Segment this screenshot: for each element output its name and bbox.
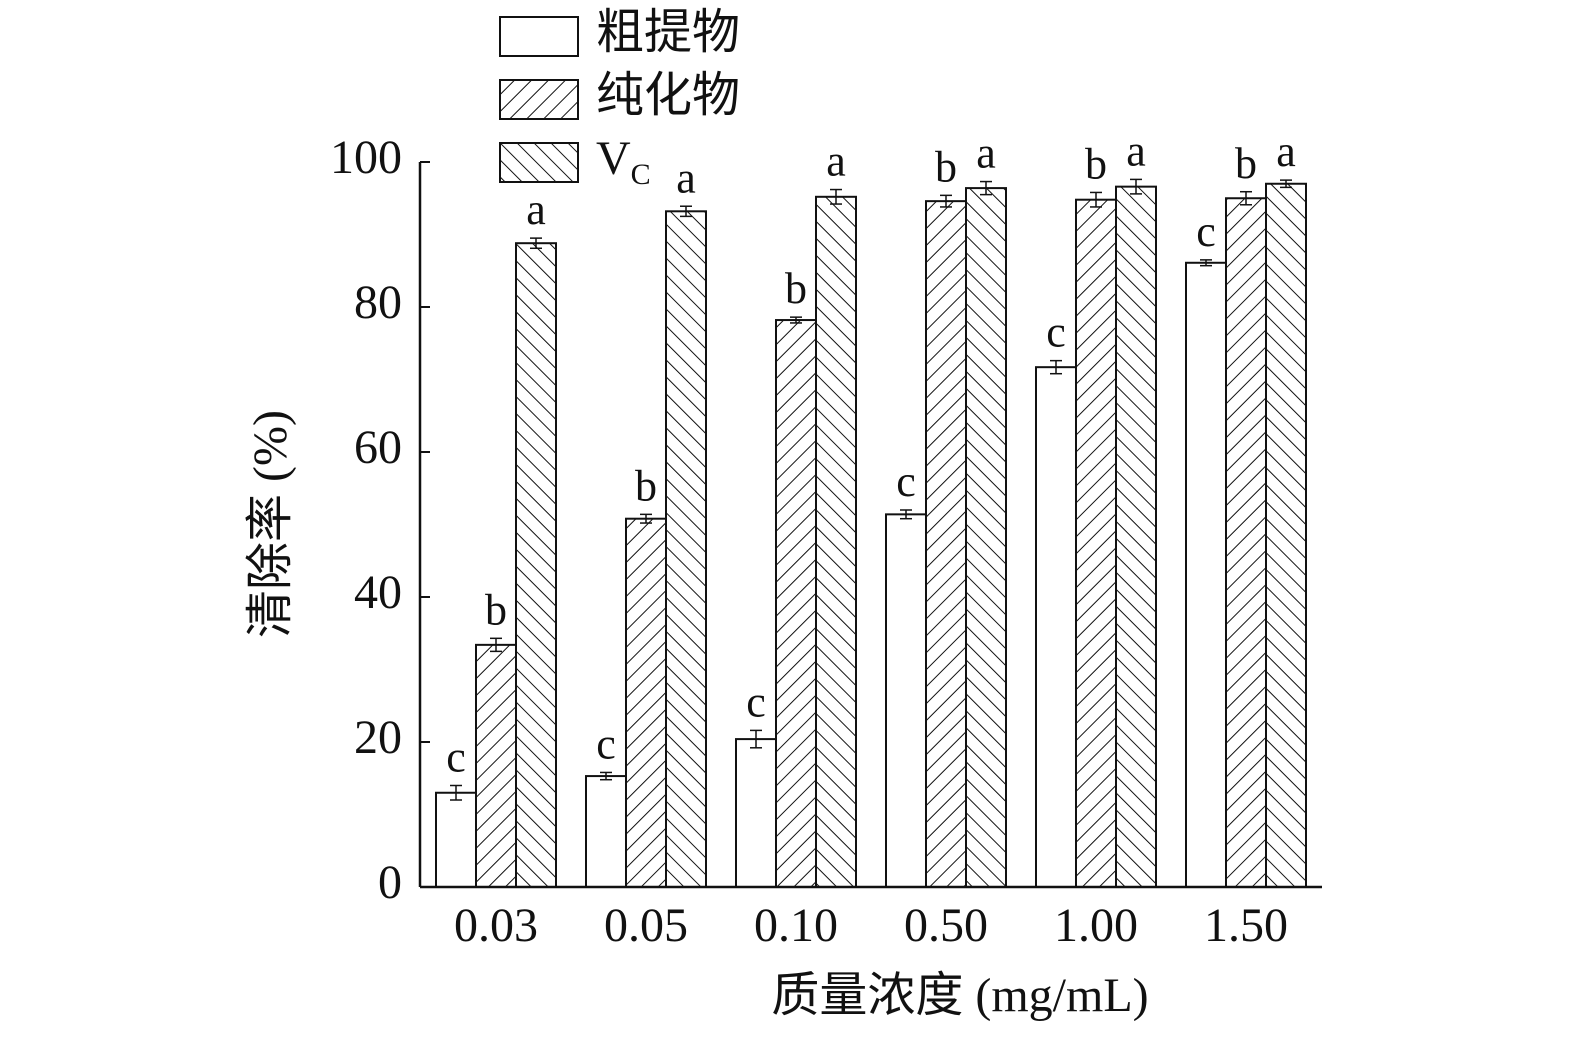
error-bar — [450, 784, 462, 801]
bar — [885, 513, 927, 888]
bar — [585, 775, 627, 889]
legend-label-text: 纯化物 — [596, 69, 740, 122]
bar — [775, 319, 817, 888]
y-tick-label: 40 — [354, 566, 402, 619]
legend-label: 纯化物 — [596, 69, 740, 122]
bar — [1265, 182, 1307, 888]
x-tick-label: 0.03 — [454, 899, 538, 952]
error-bar — [1240, 190, 1252, 206]
bar — [925, 200, 967, 888]
y-tick-label: 0 — [378, 856, 402, 909]
bar — [435, 791, 477, 888]
x-tick-label: 0.10 — [754, 899, 838, 952]
error-bar — [1200, 259, 1212, 267]
significance-label: b — [1085, 140, 1107, 189]
error-bar — [830, 188, 842, 205]
significance-label: a — [976, 129, 996, 178]
y-tick-label: 100 — [330, 131, 402, 184]
legend-label-text: 粗提物 — [596, 6, 740, 59]
significance-label: b — [935, 142, 957, 191]
legend-swatch — [499, 79, 579, 120]
x-tick-label: 1.50 — [1204, 899, 1288, 952]
significance-label: c — [896, 457, 916, 506]
legend-label: 粗提物 — [596, 6, 740, 59]
error-bar — [600, 771, 612, 781]
significance-label: a — [1126, 126, 1146, 175]
bar — [515, 242, 557, 888]
bar — [625, 517, 667, 888]
significance-label: b — [635, 461, 657, 510]
error-bar — [790, 316, 802, 324]
significance-label: c — [746, 677, 766, 726]
error-bar — [900, 509, 912, 520]
bar — [1075, 198, 1117, 888]
error-bar — [680, 205, 692, 218]
bar — [1185, 261, 1227, 888]
legend-label: VC — [596, 132, 651, 191]
bar — [965, 187, 1007, 889]
error-bar — [1280, 179, 1292, 189]
bar — [475, 643, 517, 888]
bar — [1225, 197, 1267, 888]
significance-label: b — [785, 264, 807, 313]
legend-label-subscript: C — [631, 158, 651, 191]
significance-label: a — [826, 137, 846, 186]
significance-label: b — [485, 585, 507, 634]
y-tick-label: 20 — [354, 711, 402, 764]
error-bar — [530, 237, 542, 250]
bar — [815, 195, 857, 889]
bar — [1115, 185, 1157, 888]
bar — [735, 738, 777, 888]
significance-label: c — [1046, 308, 1066, 357]
x-tick-label: 0.05 — [604, 899, 688, 952]
bar — [1035, 366, 1077, 888]
significance-label: c — [596, 720, 616, 769]
error-bar — [940, 194, 952, 208]
error-bar — [1090, 191, 1102, 208]
x-tick-label: 0.50 — [904, 899, 988, 952]
error-bar — [1130, 178, 1142, 195]
legend-swatch — [499, 142, 579, 183]
significance-label: a — [526, 185, 546, 234]
error-bar — [980, 180, 992, 196]
legend-swatch — [499, 16, 579, 57]
bar — [665, 210, 707, 889]
significance-label: b — [1235, 139, 1257, 188]
significance-label: c — [446, 733, 466, 782]
y-axis-label: 清除率 (%) — [244, 410, 297, 638]
y-tick-label: 60 — [354, 421, 402, 474]
legend-label-text: V — [596, 132, 631, 185]
significance-label: a — [676, 153, 696, 202]
significance-label: c — [1196, 207, 1216, 256]
y-tick-label: 80 — [354, 276, 402, 329]
significance-label: a — [1276, 127, 1296, 176]
error-bar — [750, 729, 762, 749]
error-bar — [640, 513, 652, 524]
error-bar — [1050, 359, 1062, 375]
x-tick-label: 1.00 — [1054, 899, 1138, 952]
x-axis-label: 质量浓度 (mg/mL) — [771, 969, 1148, 1022]
error-bar — [490, 637, 502, 653]
